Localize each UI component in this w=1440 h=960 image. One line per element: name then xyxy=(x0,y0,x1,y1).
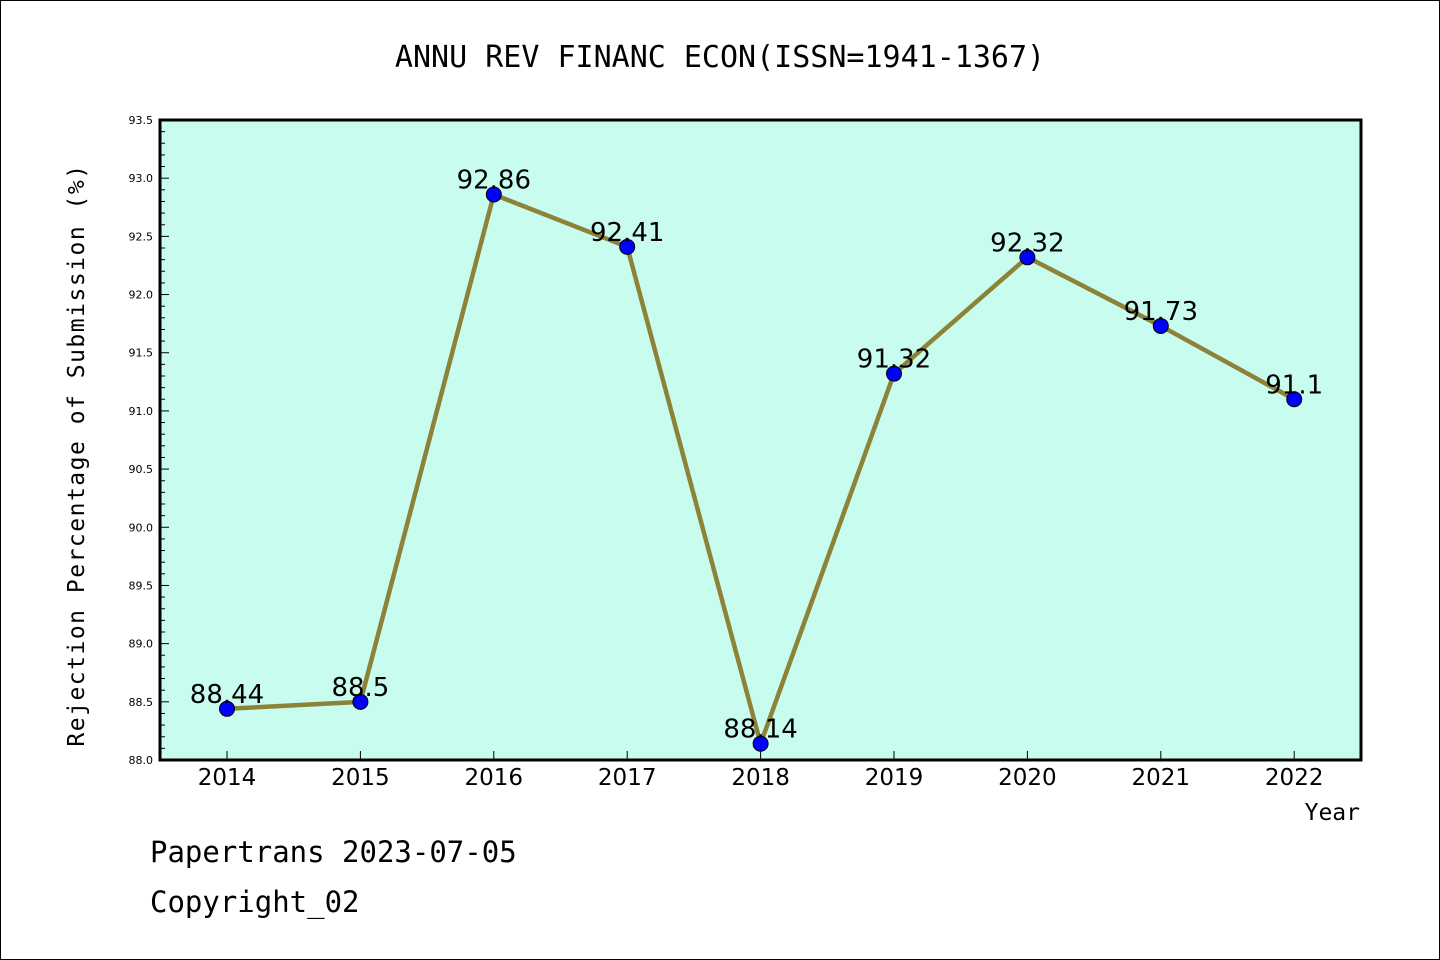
data-point xyxy=(1019,249,1036,266)
data-label: 88.14 xyxy=(723,715,797,745)
y-tick-label: 92.0 xyxy=(129,289,154,302)
x-tick-label: 2020 xyxy=(998,765,1057,791)
y-tick-label: 89.5 xyxy=(129,579,154,592)
x-tick-label: 2019 xyxy=(865,765,924,791)
data-point xyxy=(886,365,902,382)
data-label: 88.44 xyxy=(190,680,264,710)
x-axis: 2014 2015 2016 2017 2018 2019 2020 2021 2022 xyxy=(198,751,1324,791)
y-tick-label: 91.0 xyxy=(129,405,154,418)
data-point xyxy=(619,238,636,255)
data-label: 91.73 xyxy=(1124,297,1198,327)
data-label: 91.1 xyxy=(1265,370,1323,400)
data-label: 92.32 xyxy=(990,228,1064,258)
data-point xyxy=(219,700,235,717)
x-tick-label: 2014 xyxy=(198,765,257,791)
chart-title: ANNU REV FINANC ECON(ISSN=1941-1367) xyxy=(395,40,1045,75)
x-tick-label: 2022 xyxy=(1265,765,1324,791)
data-point xyxy=(352,693,369,710)
y-tick-label: 91.5 xyxy=(129,347,154,360)
y-tick-label: 90.0 xyxy=(129,521,154,534)
y-tick-label: 93.5 xyxy=(129,114,154,127)
data-label: 91.32 xyxy=(857,345,931,375)
footer-date-line: Papertrans 2023-07-05 xyxy=(150,835,517,869)
data-label: 92.41 xyxy=(590,218,664,248)
y-axis: 88.0 88.5 89.0 89.5 90.0 90.5 91.0 91.5 92.0 92.5… xyxy=(129,114,169,767)
data-point xyxy=(752,735,769,752)
data-labels: 88.44 88.5 92.86 92.41 88.14 91.32 92.32 91.73 9… xyxy=(190,165,1323,744)
data-label: 88.5 xyxy=(331,673,389,703)
y-tick-label: 92.5 xyxy=(129,230,154,243)
y-tick-label: 89.0 xyxy=(129,638,154,651)
footer-copyright-line: Copyright_02 xyxy=(150,885,360,919)
data-label: 92.86 xyxy=(457,165,531,195)
x-tick-label: 2017 xyxy=(598,765,657,791)
y-axis-label: Rejection Percentage of Submission (%) xyxy=(64,163,90,746)
plot-area xyxy=(158,118,1363,762)
x-axis-label: Year xyxy=(1305,800,1360,826)
data-point xyxy=(1152,317,1169,334)
data-points xyxy=(219,186,1303,752)
data-point xyxy=(485,186,502,203)
x-tick-label: 2016 xyxy=(465,765,524,791)
x-tick-label: 2015 xyxy=(331,765,390,791)
y-tick-label: 93.0 xyxy=(129,172,154,185)
data-point xyxy=(1286,391,1303,408)
y-tick-label: 88.5 xyxy=(129,696,154,709)
x-tick-label: 2021 xyxy=(1132,765,1191,791)
y-tick-label: 88.0 xyxy=(129,754,154,767)
x-tick-label: 2018 xyxy=(731,765,790,791)
y-tick-label: 90.5 xyxy=(129,463,154,476)
